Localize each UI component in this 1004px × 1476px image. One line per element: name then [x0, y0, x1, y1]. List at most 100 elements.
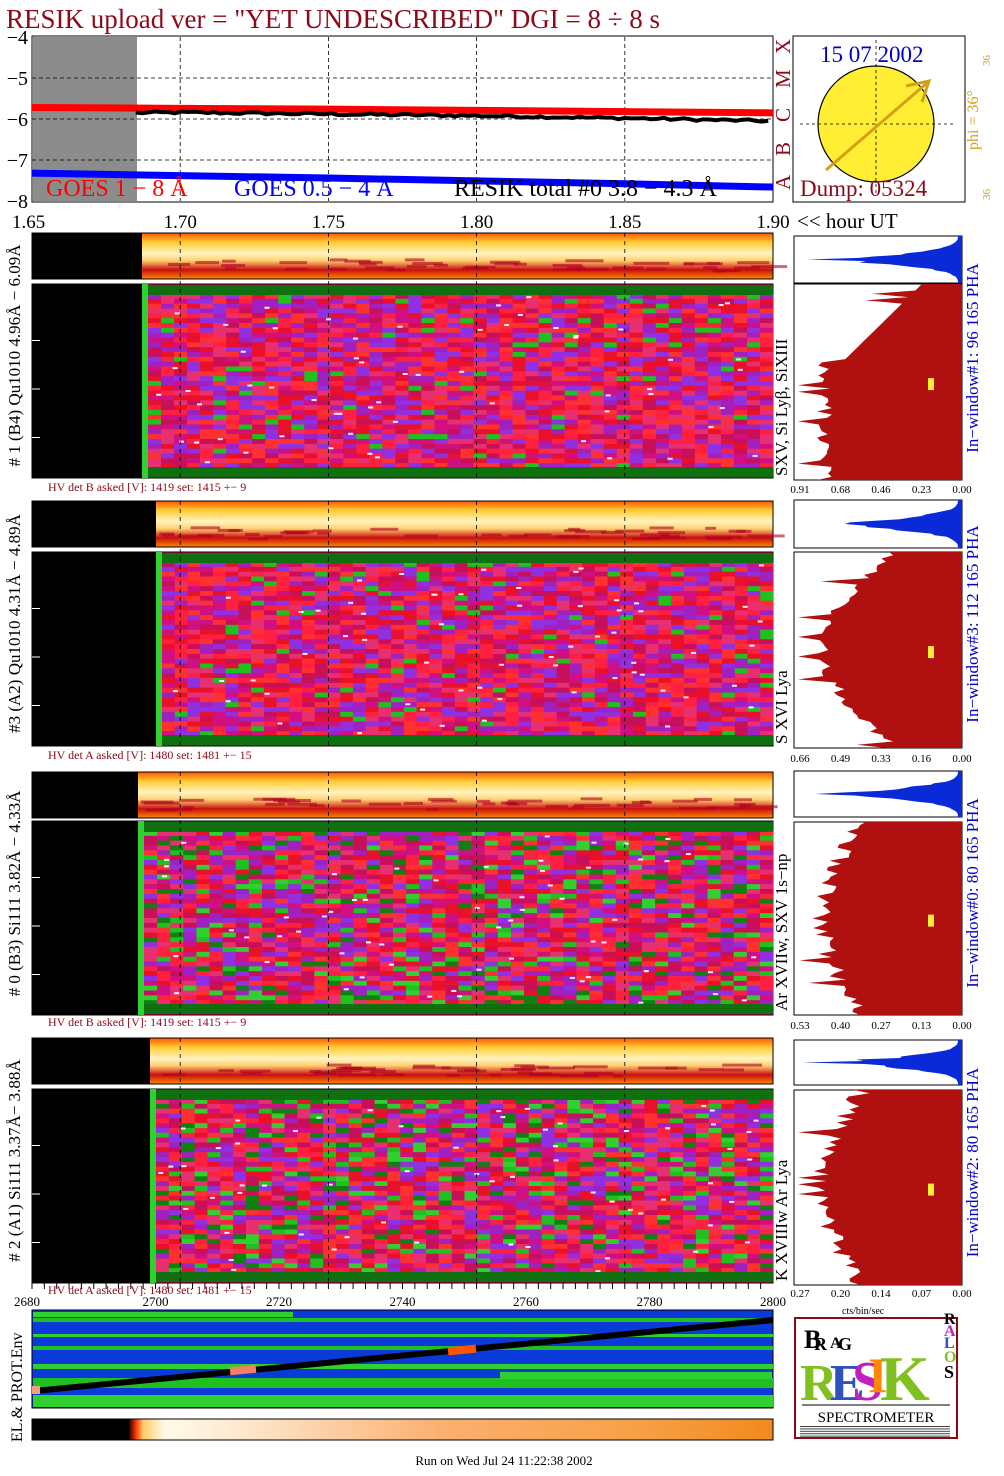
heat-cell	[747, 562, 761, 568]
heat-cell	[434, 400, 448, 406]
heat-cell	[340, 879, 355, 885]
heat-cell	[356, 414, 370, 421]
heat-cell	[226, 381, 240, 387]
heat-cell	[471, 893, 486, 900]
heat-cell	[445, 874, 459, 880]
heat-cell	[212, 624, 227, 631]
heat-cell	[473, 356, 487, 363]
heat-cell	[252, 337, 266, 343]
heat-cell	[655, 463, 670, 469]
heat-cell	[543, 581, 558, 587]
heat-cell	[486, 371, 500, 377]
heat-cell	[564, 424, 579, 430]
heat-cell	[327, 566, 341, 573]
heat-cell	[734, 678, 748, 684]
heat-cell	[629, 294, 644, 300]
heat-cell	[340, 692, 354, 698]
heat-cell	[392, 918, 407, 924]
heat-cell	[187, 566, 201, 573]
heat-cell	[170, 864, 184, 871]
heat-cell	[531, 692, 545, 698]
heat-sparkle	[223, 323, 229, 326]
heat-cell	[668, 937, 682, 943]
heat-cell	[734, 624, 748, 631]
heat-cell	[492, 581, 507, 587]
heat-cell	[421, 298, 435, 305]
band-streak	[287, 802, 317, 806]
heat-cell	[543, 716, 558, 722]
heat-cell	[747, 639, 761, 645]
heat-cell	[518, 673, 532, 679]
heat-cell	[760, 634, 774, 640]
heat-cell	[551, 429, 566, 435]
heat-cell	[352, 586, 367, 592]
heat-cell	[603, 361, 618, 367]
heat-cell	[314, 845, 328, 851]
heat-cell	[174, 678, 188, 684]
heat-cell	[434, 434, 448, 440]
heat-cell	[543, 644, 558, 650]
heat-cell	[382, 414, 396, 421]
heat-cell	[238, 600, 252, 606]
heat-cell	[492, 731, 507, 737]
heat-cell	[460, 385, 474, 392]
heat-cell	[406, 864, 420, 871]
heat-cell	[480, 566, 494, 573]
heat-cell	[288, 942, 302, 948]
heat-cell	[760, 595, 774, 602]
heat-cell	[226, 429, 240, 435]
heat-cell	[445, 850, 459, 856]
heat-cell	[543, 571, 558, 577]
heat-cell	[512, 395, 527, 401]
heat-cell	[733, 419, 748, 425]
heat-cell	[759, 381, 774, 387]
heat-cell	[327, 663, 341, 669]
heat-cell	[252, 419, 266, 425]
heat-cell	[760, 711, 774, 718]
heat-cell	[445, 927, 459, 933]
heat-cell	[314, 629, 328, 635]
heat-cell	[369, 453, 383, 459]
heat-cell	[499, 429, 513, 435]
heat-cell	[720, 937, 735, 943]
heat-cell	[251, 682, 265, 689]
heat-cell	[510, 942, 525, 948]
heat-cell	[707, 922, 721, 929]
heat-cell	[408, 366, 422, 372]
heat-cell	[577, 371, 592, 377]
heat-cell	[200, 342, 214, 348]
heat-cell	[642, 371, 657, 377]
heat-cell	[291, 352, 305, 358]
heat-cell	[352, 581, 367, 587]
heat-cell	[480, 605, 494, 611]
heat-cell	[655, 845, 669, 851]
heat-cell	[645, 692, 659, 698]
heat-cell	[343, 327, 357, 334]
heat-cell	[447, 332, 461, 338]
heat-cell	[187, 629, 201, 635]
heat-cell	[760, 605, 774, 611]
heat-cell	[291, 385, 305, 392]
heat-cell	[747, 600, 761, 606]
heat-cell	[734, 682, 748, 689]
heat-cell	[239, 318, 253, 324]
heat-cell	[722, 678, 736, 684]
heat-cell	[615, 893, 630, 900]
heat-cell	[222, 908, 237, 914]
heat-cell	[278, 342, 292, 348]
heat-cell	[445, 932, 459, 938]
heat-cell	[421, 376, 435, 382]
heat-cell	[602, 918, 617, 924]
heat-cell	[577, 342, 592, 348]
heat-cell	[379, 908, 394, 914]
heat-cell	[291, 439, 305, 445]
heat-cell	[484, 860, 499, 866]
heat-cell	[238, 678, 252, 684]
heat-cell	[551, 361, 566, 367]
heat-cell	[655, 371, 670, 377]
heat-cell	[594, 581, 608, 587]
heat-cell	[454, 711, 468, 718]
heat-cell	[696, 639, 710, 645]
heat-cell	[252, 448, 266, 454]
heat-cell	[278, 376, 292, 382]
